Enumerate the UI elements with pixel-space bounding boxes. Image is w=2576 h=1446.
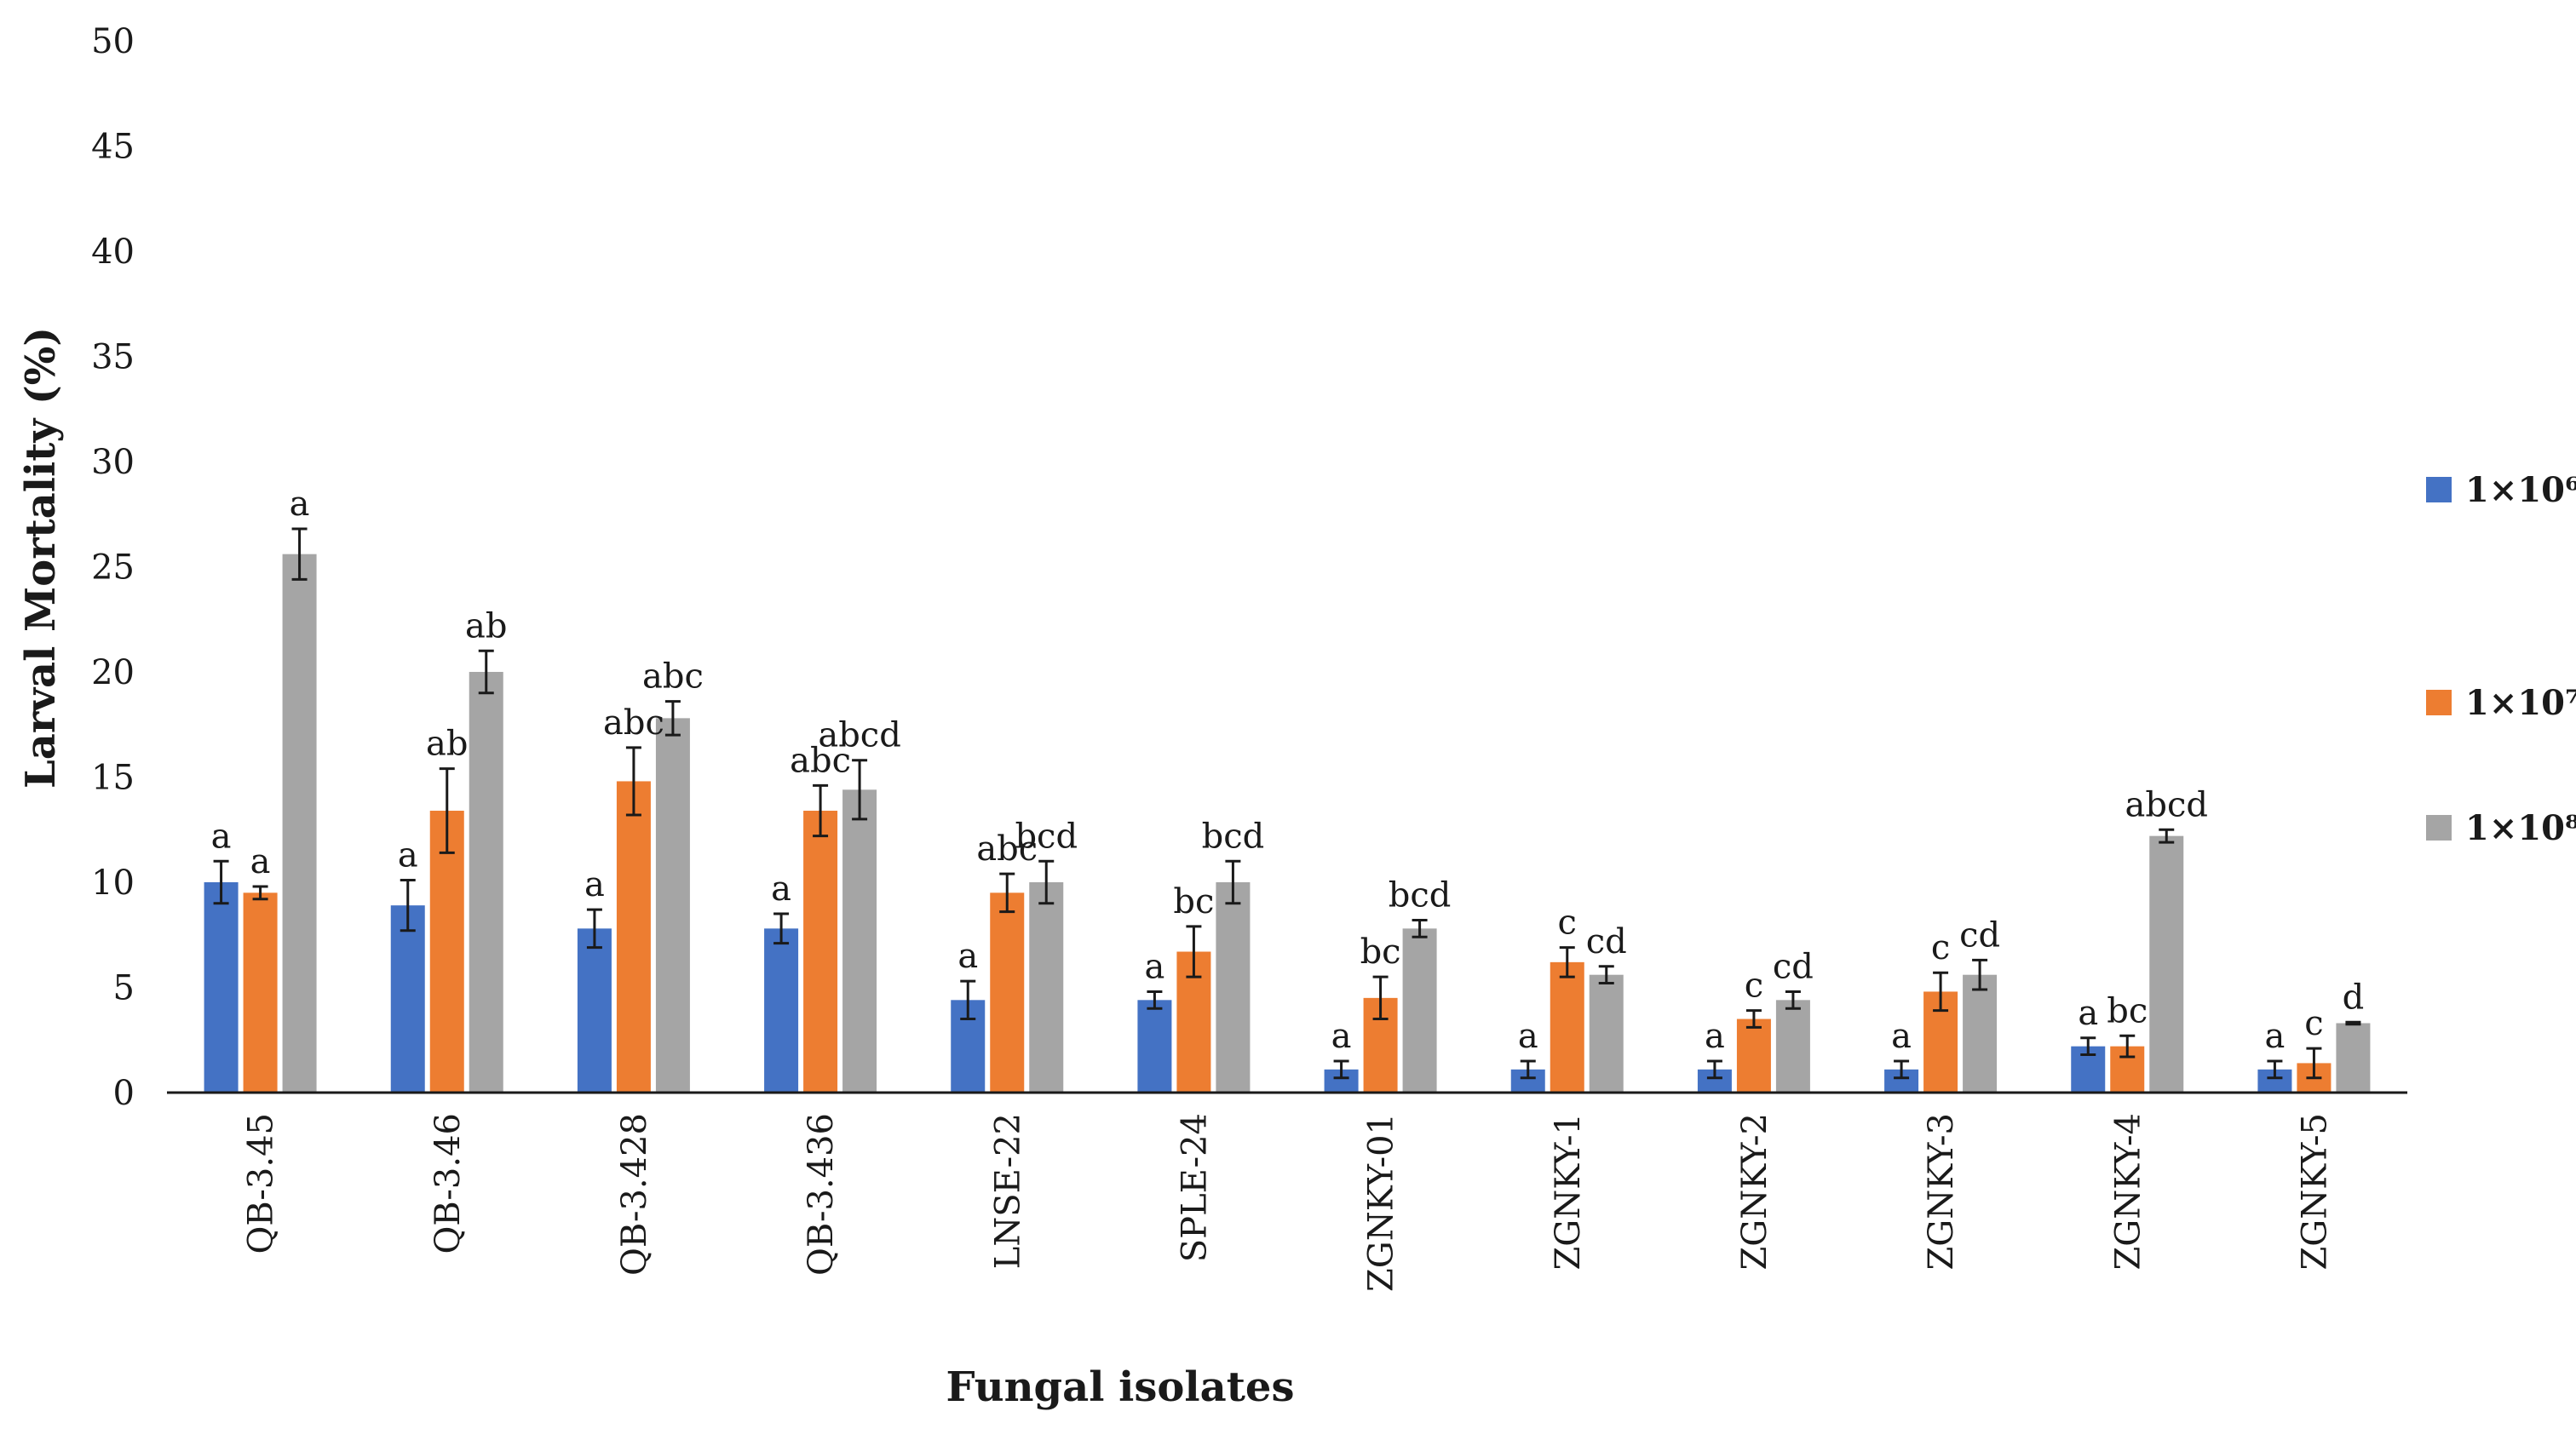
bar: [1736, 1019, 1771, 1093]
x-tick-label: QB-3.45: [242, 1113, 281, 1254]
legend-swatch: [2426, 477, 2452, 502]
bar: [803, 811, 838, 1093]
bar: [990, 892, 1025, 1093]
significance-labels: aaaaababaabcabcaabcabcdaabcbcdabcbcdabcb…: [211, 485, 2365, 1056]
significance-label: a: [771, 869, 791, 909]
significance-label: abcd: [2125, 785, 2208, 824]
significance-label: abcd: [818, 716, 900, 755]
x-axis-ticks: QB-3.45 QB-3.46 QB-3.428 QB-3.436 LNSE-22 SPL…: [242, 1113, 2335, 1292]
legend-swatch: [2426, 690, 2452, 715]
x-tick-label: QB-3.428: [615, 1113, 654, 1276]
bar: [1216, 882, 1251, 1093]
significance-label: a: [2078, 994, 2098, 1033]
legend-swatch: [2426, 815, 2452, 841]
bars: [204, 554, 2371, 1093]
bar: [243, 892, 278, 1093]
y-tick-label: 5: [113, 969, 135, 1008]
significance-label: a: [1518, 1017, 1538, 1056]
bar: [1029, 882, 1064, 1093]
significance-label: ab: [426, 725, 468, 764]
significance-label: a: [1891, 1017, 1912, 1056]
significance-label: c: [2304, 1004, 2323, 1043]
y-tick-label: 45: [91, 128, 135, 167]
y-tick-label: 20: [91, 653, 135, 692]
y-tick-label: 0: [113, 1074, 135, 1113]
significance-label: cd: [1586, 922, 1627, 961]
bar: [764, 928, 799, 1093]
significance-label: abc: [790, 741, 851, 780]
significance-label: bc: [1360, 932, 1401, 972]
x-tick-label: ZGNKY-3: [1922, 1113, 1961, 1271]
significance-label: bcd: [1389, 875, 1452, 915]
significance-label: abc: [976, 829, 1038, 869]
bar: [204, 882, 239, 1093]
x-axis-title: Fungal isolates: [946, 1363, 1295, 1411]
legend-label: 1×10⁸: [2465, 808, 2576, 848]
x-tick-label: ZGNKY-1: [1549, 1113, 1588, 1271]
y-tick-label: 15: [91, 759, 135, 798]
significance-label: a: [1144, 947, 1164, 986]
legend: 1×10⁶ 1×10⁷ 1×10⁸: [2426, 470, 2576, 848]
error-bars: [213, 527, 2361, 1080]
y-axis-title: Larval Mortality (%): [17, 327, 65, 789]
x-tick-label: LNSE-22: [988, 1113, 1027, 1269]
significance-label: a: [398, 836, 418, 875]
significance-label: bc: [1173, 882, 1214, 921]
significance-label: bcd: [1202, 817, 1265, 856]
significance-label: a: [957, 937, 978, 976]
significance-label: a: [290, 485, 310, 524]
bar: [390, 905, 425, 1093]
legend-label: 1×10⁶: [2465, 470, 2576, 510]
y-tick-label: 50: [91, 22, 135, 61]
y-tick-label: 30: [91, 443, 135, 482]
significance-label: a: [211, 817, 232, 856]
legend-label: 1×10⁷: [2465, 683, 2576, 723]
significance-label: abc: [603, 703, 664, 743]
x-tick-label: ZGNKY-2: [1735, 1113, 1774, 1271]
bar: [1775, 1000, 1810, 1093]
y-tick-label: 35: [91, 338, 135, 377]
bar: [1137, 1000, 1172, 1093]
y-tick-label: 40: [91, 232, 135, 272]
significance-label: a: [250, 842, 271, 881]
x-tick-label: SPLE-24: [1175, 1113, 1214, 1262]
significance-label: a: [1331, 1017, 1352, 1056]
significance-label: abc: [642, 657, 704, 697]
bar: [842, 789, 877, 1093]
bar: [577, 928, 612, 1093]
significance-label: d: [2343, 978, 2365, 1017]
significance-label: a: [1705, 1017, 1725, 1056]
significance-label: a: [2264, 1017, 2285, 1056]
x-tick-label: QB-3.436: [802, 1113, 841, 1276]
significance-label: cd: [1959, 915, 2000, 955]
significance-label: bcd: [1015, 817, 1078, 856]
significance-label: c: [1931, 928, 1950, 967]
y-tick-label: 10: [91, 864, 135, 903]
significance-label: a: [584, 865, 605, 904]
bar: [1589, 974, 1624, 1093]
significance-label: ab: [465, 606, 507, 646]
bar: [2336, 1023, 2371, 1093]
y-tick-label: 25: [91, 548, 135, 588]
bar: [469, 672, 503, 1093]
bar: [1402, 928, 1437, 1093]
x-tick-label: ZGNKY-01: [1362, 1113, 1401, 1292]
bar: [2149, 835, 2184, 1093]
bar: [429, 811, 464, 1093]
significance-label: c: [1558, 904, 1577, 943]
bar: [1550, 961, 1584, 1093]
bar: [282, 554, 317, 1093]
significance-label: cd: [1773, 947, 1814, 986]
significance-label: bc: [2107, 991, 2148, 1030]
y-axis-ticks: 0 5 10 15 20 25 30 35 40 45 50: [91, 22, 135, 1113]
bar: [616, 781, 651, 1093]
x-tick-label: ZGNKY-5: [2295, 1113, 2334, 1271]
significance-label: c: [1745, 967, 1763, 1006]
bar: [1963, 974, 1998, 1093]
bar: [655, 718, 690, 1093]
x-tick-label: QB-3.46: [428, 1113, 468, 1254]
x-tick-label: ZGNKY-4: [2108, 1113, 2148, 1271]
